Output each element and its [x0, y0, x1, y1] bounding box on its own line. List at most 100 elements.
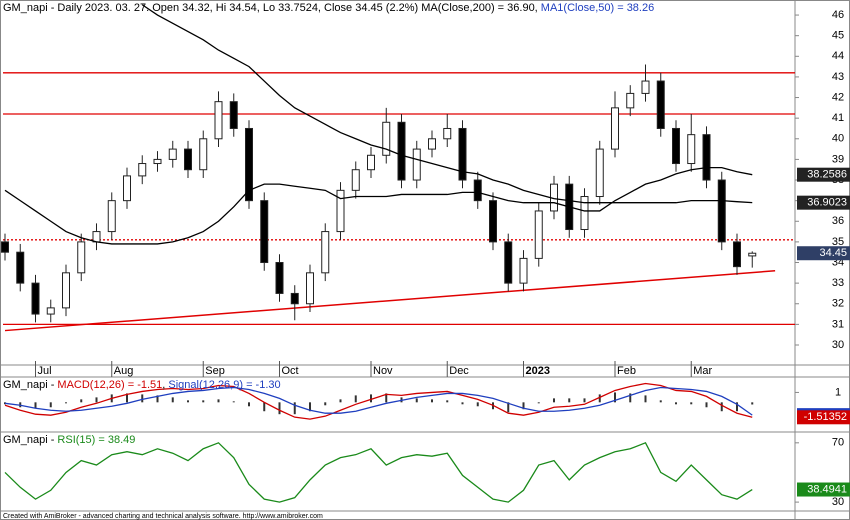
- x-tick-label: Sep: [205, 365, 225, 377]
- histogram-bar: [141, 394, 144, 403]
- title-part: MACD(12,26) = -1.51: [57, 379, 162, 391]
- candle-body: [443, 127, 452, 140]
- candle-body: [580, 196, 589, 231]
- y-tick-label: 30: [832, 496, 844, 508]
- x-tick-label: Dec: [449, 365, 469, 377]
- histogram-bar: [614, 392, 616, 403]
- candle-body: [611, 107, 619, 150]
- y-tick-label: 42: [832, 91, 844, 103]
- candle-body: [717, 179, 726, 243]
- panel-title: GM_napi - RSI(15) = 38.49: [3, 434, 135, 446]
- panel-title: GM_napi - Daily 2023. 03. 27. Open 34.32…: [3, 2, 654, 14]
- title-part: RSI(15) = 38.49: [57, 434, 135, 446]
- histogram-bar: [202, 400, 205, 403]
- histogram-bar: [705, 402, 708, 408]
- x-tick-label: Nov: [373, 365, 393, 377]
- histogram-bar: [293, 402, 296, 415]
- histogram-bar: [385, 393, 388, 403]
- y-tick-label: 36: [832, 215, 844, 227]
- candle-body: [336, 189, 345, 233]
- y-tick-label: 45: [832, 30, 844, 42]
- candle-body: [397, 121, 406, 181]
- histogram-bar: [461, 402, 464, 405]
- candle-body: [656, 80, 665, 129]
- y-tick-label: 32: [832, 298, 844, 310]
- candle-body: [412, 148, 421, 181]
- candle-body: [62, 272, 70, 309]
- x-tick-label: Oct: [282, 365, 299, 377]
- candle-body: [31, 282, 40, 315]
- x-tick-label: 2023: [526, 365, 550, 377]
- histogram-bar: [568, 398, 571, 403]
- series-line: [141, 4, 753, 204]
- histogram-bar: [4, 402, 6, 405]
- candle-body: [275, 262, 284, 294]
- series-line: [4, 442, 753, 503]
- histogram-bar: [507, 402, 510, 413]
- histogram-bar: [339, 399, 342, 403]
- y-tick-label: 33: [832, 277, 844, 289]
- candle-body: [229, 101, 238, 129]
- histogram-bar: [583, 398, 586, 403]
- histogram-bar: [187, 400, 189, 403]
- candle-body: [367, 154, 375, 171]
- candle-body: [382, 121, 391, 156]
- title-part: GM_napi - Daily 2023. 03. 27. Open 34.32…: [3, 2, 541, 14]
- candle-body: [123, 175, 131, 202]
- footer: Created with AmiBroker - advanced charti…: [3, 513, 323, 520]
- candle-body: [92, 231, 101, 243]
- candle-body: [46, 307, 55, 315]
- title-part: GM_napi -: [3, 379, 57, 391]
- candle-body: [641, 80, 650, 94]
- histogram-bar: [126, 393, 128, 403]
- histogram-bar: [263, 402, 266, 412]
- candle-body: [489, 200, 497, 243]
- candle-body: [16, 251, 25, 284]
- y-tick-label: 40: [832, 133, 844, 145]
- candle-body: [733, 241, 741, 268]
- y-tick-label: 41: [832, 112, 844, 124]
- price-label-box: [797, 246, 850, 261]
- x-tick-label: Aug: [114, 365, 134, 377]
- candle-body: [458, 127, 467, 181]
- title-part: GM_napi -: [3, 434, 57, 446]
- candle-body: [214, 101, 223, 140]
- histogram-bar: [65, 402, 67, 404]
- candle-body: [748, 252, 757, 257]
- price-label: -1.51352: [804, 411, 847, 423]
- histogram-bar: [553, 398, 555, 403]
- price-label-box: [797, 482, 850, 497]
- title-part: MA1(Close,50) = 38.26: [541, 2, 654, 14]
- panel-title: GM_napi - MACD(12,26) = -1.51, Signal(12…: [3, 379, 281, 391]
- candle-body: [534, 210, 543, 259]
- histogram-bar: [49, 402, 52, 408]
- candle-body: [260, 200, 269, 264]
- y-tick-label: 30: [832, 339, 844, 351]
- y-tick-label: 1: [835, 386, 841, 398]
- y-tick-label: 44: [832, 50, 844, 62]
- candle-body: [1, 241, 9, 253]
- candle-body: [168, 148, 177, 160]
- price-label: 34.45: [819, 247, 847, 259]
- y-tick-label: 39: [832, 153, 844, 165]
- candle-body: [77, 241, 86, 274]
- y-tick-label: 46: [832, 9, 844, 21]
- candle-body: [428, 138, 436, 150]
- histogram-bar: [309, 402, 311, 412]
- price-label-box: [797, 410, 850, 425]
- series-line: [4, 386, 753, 416]
- candle-body: [290, 292, 299, 305]
- histogram-bar: [34, 402, 37, 409]
- trendline: [4, 270, 776, 332]
- title-part: Signal(12,26,9) = -1.30: [168, 379, 280, 391]
- candle-body: [107, 200, 116, 233]
- histogram-bar: [736, 402, 738, 412]
- histogram-bar: [537, 402, 540, 404]
- y-tick-label: 35: [832, 236, 844, 248]
- histogram-bar: [629, 393, 632, 403]
- y-tick-label: 70: [832, 437, 844, 449]
- histogram-bar: [659, 400, 662, 403]
- histogram-bar: [522, 402, 525, 410]
- candle-body: [473, 179, 482, 202]
